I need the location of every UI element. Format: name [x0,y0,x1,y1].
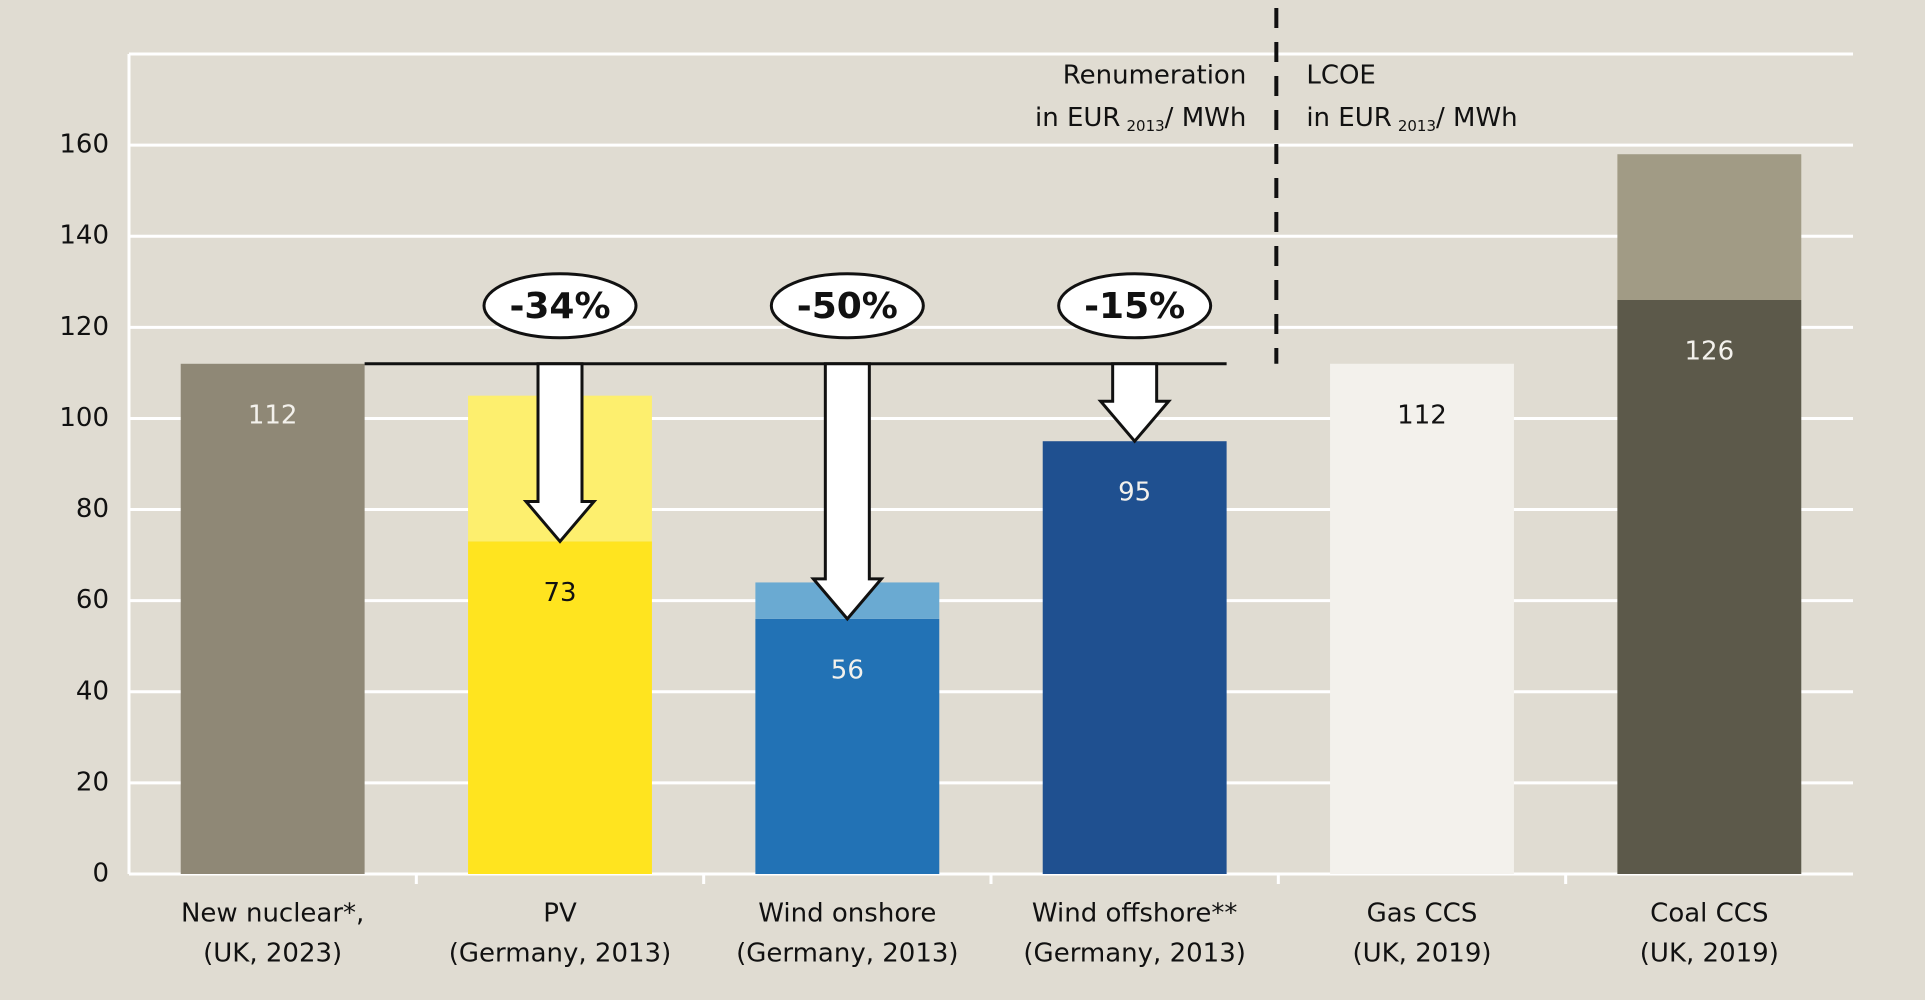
annotation-line: Renumeration [1063,61,1247,91]
x-tick-label: Wind onshore [758,899,936,929]
arrow-label: -34% [509,286,610,327]
arrow-label: -50% [797,286,898,327]
value-label: 95 [1118,478,1151,508]
y-tick-label: 140 [59,221,109,251]
x-tick-label: PV [543,899,577,929]
y-tick-label: 80 [76,494,109,524]
arrow [522,362,598,544]
y-tick-label: 20 [76,767,109,797]
x-tick-label: Wind offshore** [1032,899,1237,929]
bar-segment [755,618,940,874]
arrow [810,362,885,622]
bar-segment [1330,363,1514,874]
annotation-line: in EUR 2013/ MWh [1035,103,1246,135]
x-tick-label: (Germany, 2013) [736,939,959,969]
bar-segment [1617,154,1802,300]
y-tick-label: 40 [76,676,109,706]
bar-segment [1042,441,1227,874]
value-label: 112 [1397,400,1447,430]
x-tick-label: Gas CCS [1367,899,1478,929]
x-tick-label: (Germany, 2013) [1023,939,1246,969]
x-tick-label: (UK, 2019) [1352,939,1491,969]
y-tick-label: 120 [59,312,109,342]
value-label: 56 [831,655,864,685]
arrow-label-bubble [769,272,925,340]
x-tick-label: New nuclear*, [181,899,364,929]
x-tick-label: (Germany, 2013) [449,939,672,969]
arrow-label-bubble [482,272,638,340]
annotation-part: in EUR [1035,103,1121,133]
annotation-line: LCOE [1306,61,1376,91]
annotation-part: / MWh [1165,103,1247,133]
y-tick-label: 0 [92,859,109,889]
x-tick-label: (UK, 2019) [1640,939,1779,969]
annotation-part: 2013 [1126,117,1164,135]
bar-segment [468,541,652,874]
annotation-part: 2013 [1398,117,1436,135]
value-label: 73 [543,578,576,608]
annotation-part: in EUR [1306,103,1392,133]
y-tick-label: 100 [59,403,109,433]
arrow [1097,362,1172,444]
annotation-part: / MWh [1436,103,1518,133]
value-label: 126 [1685,337,1735,367]
y-tick-label: 60 [76,585,109,615]
arrow-label: -15% [1084,286,1185,327]
annotation-line: in EUR 2013/ MWh [1306,103,1517,135]
value-label: 112 [248,400,298,430]
arrow-label-bubble [1057,272,1213,340]
x-tick-label: Coal CCS [1650,899,1768,929]
y-tick-label: 160 [59,130,109,160]
x-tick-label: (UK, 2023) [203,939,342,969]
bar-segment [1617,300,1802,874]
bar-segment [180,363,365,874]
